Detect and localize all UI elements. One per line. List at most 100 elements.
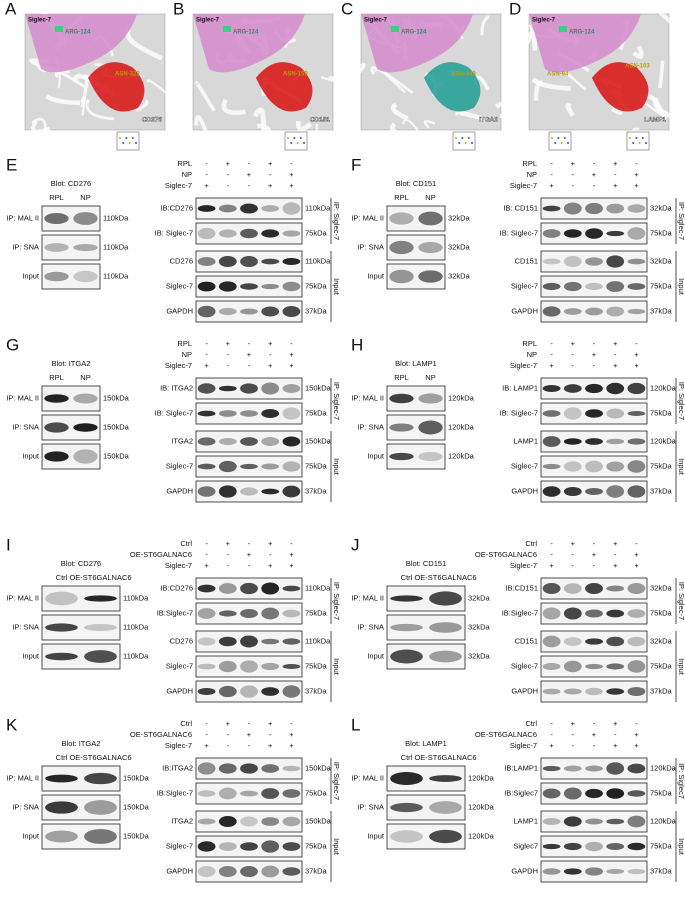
band	[240, 255, 258, 268]
band	[606, 485, 625, 498]
band	[218, 787, 237, 800]
band	[282, 281, 301, 292]
sign: -	[635, 719, 638, 728]
row-label: IP: MAL II	[351, 593, 384, 602]
glycan-icon	[296, 142, 299, 144]
condition-label: Ctrl	[180, 539, 192, 548]
band	[429, 622, 462, 633]
band	[627, 410, 646, 417]
sign: +	[571, 339, 576, 348]
glycan-icon	[635, 137, 638, 139]
band	[240, 228, 258, 239]
band	[390, 830, 423, 843]
band	[390, 649, 423, 664]
sign: +	[226, 539, 231, 548]
band	[542, 410, 561, 417]
band	[282, 685, 301, 698]
size-label: 37kDa	[650, 686, 673, 695]
band	[542, 282, 561, 291]
glycan-icon	[122, 142, 125, 144]
ligand-blob	[424, 62, 481, 112]
row-label: LAMP1	[513, 816, 538, 825]
sign: -	[248, 159, 251, 168]
sign: +	[268, 181, 273, 190]
band	[197, 410, 216, 417]
band	[44, 451, 69, 462]
band	[197, 841, 216, 852]
band	[261, 463, 280, 470]
ribbon	[527, 29, 538, 51]
panel-letter: K	[6, 715, 18, 734]
group-label: Input	[677, 838, 685, 856]
row-label: IP: MAL II	[6, 593, 39, 602]
row-label: Siglec-7	[511, 661, 538, 670]
size-label: 110kDa	[103, 271, 129, 280]
band	[44, 394, 69, 403]
glycan-icon	[458, 142, 461, 144]
size-label: 75kDa	[305, 788, 328, 797]
band	[390, 623, 423, 632]
panel-letter: G	[6, 335, 19, 354]
residue-label: ARG-124	[65, 30, 91, 36]
sign: +	[613, 561, 618, 570]
band	[240, 790, 258, 797]
size-label: 120kDa	[650, 383, 677, 392]
sign: -	[290, 539, 293, 548]
blot-box	[540, 655, 648, 678]
panel-letter: I	[6, 535, 11, 554]
band	[542, 688, 561, 695]
group-label: Input	[677, 278, 685, 296]
row-label: Siglec-7	[166, 841, 193, 850]
column-label: OE-ST6GALNAC6	[414, 573, 476, 582]
band	[585, 228, 603, 239]
row-label: IB: LAMP1	[502, 383, 538, 392]
band	[627, 485, 646, 498]
band	[627, 763, 646, 774]
ligand-label: ITGA2	[479, 117, 499, 124]
size-label: 75kDa	[650, 461, 673, 470]
sign: +	[247, 550, 252, 559]
band	[218, 842, 237, 851]
blot-box	[386, 234, 446, 261]
size-label: 120kDa	[650, 436, 677, 445]
sign: +	[268, 561, 273, 570]
ligand-label: CD276	[142, 117, 163, 124]
group-label: IP: Siglec7	[677, 763, 685, 799]
size-label: 32kDa	[448, 242, 471, 251]
row-label: Siglec-7	[166, 661, 193, 670]
sign: +	[289, 181, 294, 190]
sign: -	[593, 159, 596, 168]
band	[606, 438, 625, 445]
row-label: IB:Siglec-7	[157, 788, 193, 797]
band	[218, 385, 237, 392]
condition-label: Siglec-7	[510, 181, 537, 190]
glycan-icon	[464, 142, 467, 144]
band	[282, 306, 301, 317]
column-label: OE-ST6GALNAC6	[414, 753, 476, 762]
band	[606, 762, 625, 775]
blot-box	[195, 655, 303, 678]
ribbon	[423, 120, 436, 129]
row-label: Input	[22, 271, 40, 280]
row-label: IP: MAL II	[6, 213, 39, 222]
band	[197, 205, 216, 212]
sign: +	[549, 181, 554, 190]
blot-box	[386, 614, 466, 641]
band	[240, 383, 258, 394]
band	[542, 843, 561, 850]
glycan-icon	[125, 137, 128, 139]
ribbon	[401, 119, 428, 146]
band	[627, 283, 646, 290]
size-label: 120kDa	[650, 763, 677, 772]
glycan-box	[626, 131, 650, 151]
band	[606, 382, 625, 395]
blot-box	[195, 402, 303, 425]
site-label: ASN-343	[451, 72, 476, 78]
column-label: NP	[80, 193, 90, 202]
sign: -	[593, 361, 596, 370]
sign: -	[550, 170, 553, 179]
receptor-blob	[529, 14, 641, 73]
row-label: GAPDH	[166, 686, 193, 695]
group-label: IP: Siglec-7	[332, 762, 341, 800]
band	[240, 437, 258, 446]
